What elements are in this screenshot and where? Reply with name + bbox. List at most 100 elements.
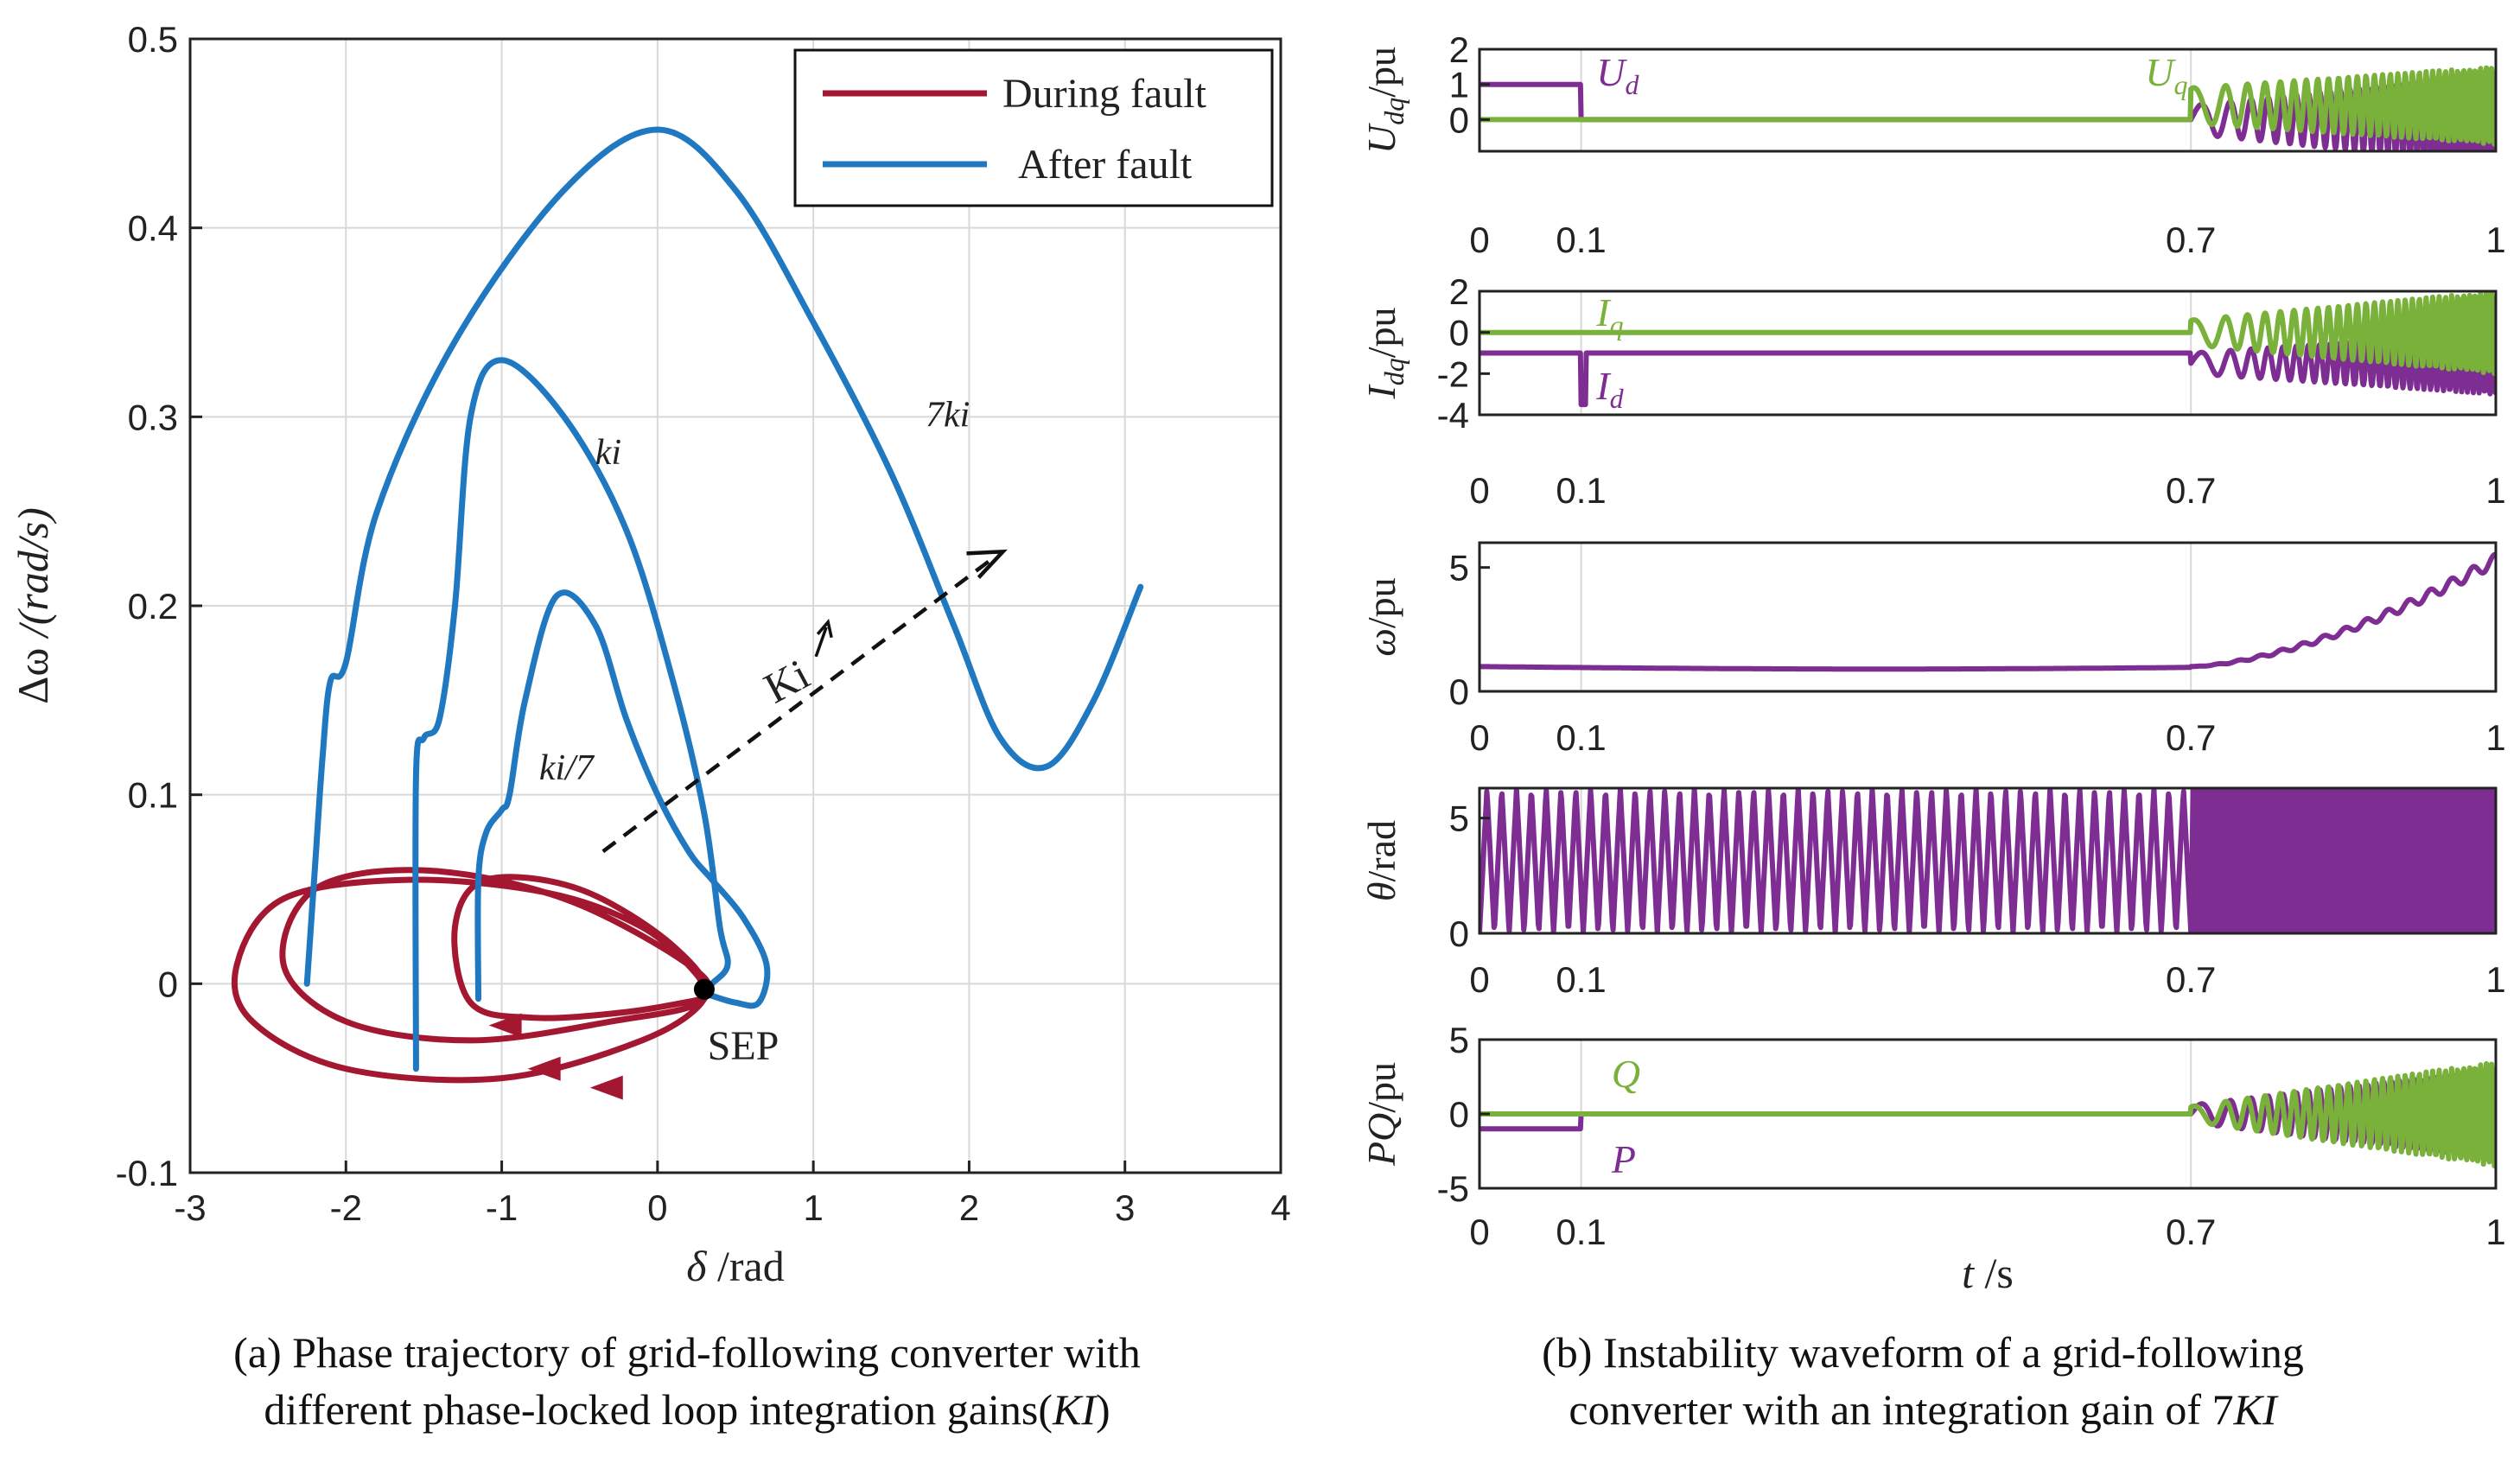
chart-b-xtick-label: 0 — [1469, 470, 1489, 511]
chart-a-sep-point — [693, 978, 715, 1000]
chart-a-label-ki7: ki/7 — [539, 748, 595, 788]
chart-b-axes-box — [1478, 786, 2498, 935]
chart-a-ki-arrowhead — [966, 549, 1008, 579]
chart-a-ki-up-arrowhead — [816, 619, 833, 639]
chart-b-xtick-label: 1 — [2485, 470, 2505, 511]
chart-a-legend-box — [793, 48, 1274, 207]
chart-b-series-label: Uq — [2145, 50, 2187, 100]
chart-b-xtick-label: 0 — [1469, 959, 1489, 1000]
chart-a-legend-label: During fault — [1002, 71, 1207, 117]
chart-b-xtick-label: 0.1 — [1556, 1212, 1606, 1252]
chart-b-ytick-label: 0 — [1449, 913, 1469, 954]
chart-a-ylabel: Δω /(rad/s) — [9, 507, 57, 704]
chart-a-series-line-3 — [303, 126, 1144, 987]
chart-b-xtick-label: 1 — [2485, 959, 2505, 1000]
chart-b-xtick-label: 0.7 — [2166, 717, 2216, 758]
chart-b-xtick-label: 0.1 — [1556, 717, 1606, 758]
chart-b-series-group — [1480, 291, 2496, 408]
chart-a-xtick-label: 0 — [647, 1187, 667, 1228]
chart-b-ylabel: Idq/pu — [1359, 307, 1410, 399]
chart-b-ytick-label: 2 — [1449, 29, 1469, 70]
chart-a-ytick-label: 0.1 — [128, 775, 178, 816]
chart-b-xlabel: t /s — [1962, 1249, 2014, 1297]
chart-b-series-label: Ud — [1596, 50, 1639, 100]
chart-a-ytick-label: -0.1 — [116, 1153, 178, 1193]
chart-b-ytick-label: 0 — [1449, 313, 1469, 353]
chart-b-xtick-label: 0 — [1469, 1212, 1489, 1252]
chart-a-series — [231, 126, 1144, 1100]
chart-b-series-label: Iq — [1595, 290, 1623, 340]
chart-b-xtick-label: 0 — [1469, 717, 1489, 758]
chart-b-series-label: P — [1611, 1137, 1636, 1181]
chart-a-ki-up-arrow — [814, 627, 828, 658]
chart-a-xtick-label: 2 — [959, 1187, 979, 1228]
chart-b-xtick-label: 1 — [2485, 717, 2505, 758]
chart-a-label-7ki: 7ki — [926, 395, 970, 435]
chart-a-ki-dashed-arrow — [601, 557, 994, 854]
chart-b-ytick-label: -5 — [1437, 1168, 1469, 1209]
chart-a-fault-arrowhead — [488, 1013, 522, 1038]
chart-b-series-theta — [1480, 788, 2496, 933]
chart-b-ytick-label: 5 — [1449, 548, 1469, 589]
chart-a-series-line-1 — [474, 589, 771, 1009]
chart-a-tick-labels: -3 -2 -1 0 1 2 3 4 -0.1 0 0.1 0.2 0.3 0.4 0.5 — [116, 19, 1291, 1228]
chart-a-fault-arrowhead — [527, 1056, 561, 1081]
chart-a-xtick-label: 4 — [1270, 1187, 1290, 1228]
chart-b-xtick-label: 0.1 — [1556, 470, 1606, 511]
chart-a-ytick-label: 0 — [158, 964, 178, 1004]
chart-b-ytick-label: 5 — [1449, 1020, 1469, 1060]
chart-b-ytick-label: -4 — [1437, 395, 1469, 436]
chart-b-subplot-3: 0 5 0 0.1 0.7 1 θ/rad — [1359, 786, 2506, 1000]
caption-a-line1: (a) Phase trajectory of grid-following c… — [233, 1328, 1141, 1377]
chart-a-legend: During fault After fault — [793, 48, 1274, 207]
chart-b-series-omega — [1480, 551, 2496, 672]
chart-b-xtick-label: 0.1 — [1556, 220, 1606, 260]
chart-b-xtick-label: 0 — [1469, 220, 1489, 260]
chart-b-series-Id — [1480, 330, 2496, 408]
phase-trajectory-chart: -3 -2 -1 0 1 2 3 4 -0.1 0 0.1 0.2 0.3 0.4 0.5 SEP ki ki/… — [9, 19, 1291, 1290]
chart-a-legend-label: After fault — [1018, 142, 1193, 188]
chart-b-series-Iq — [1480, 291, 2496, 377]
chart-a-series-line-2 — [412, 357, 731, 1072]
chart-b-ytick-label: 0 — [1449, 671, 1469, 712]
chart-a-ytick-label: 0.5 — [128, 19, 178, 60]
chart-a-ytick-label: 0.3 — [128, 397, 178, 437]
caption-a-line2: different phase-locked loop integration … — [264, 1385, 1110, 1434]
chart-a-xtick-label: 3 — [1115, 1187, 1135, 1228]
chart-b-series-Q — [1480, 1061, 2496, 1168]
chart-b-ylabel: θ/rad — [1359, 820, 1403, 901]
chart-b-axes-box — [1478, 541, 2498, 693]
chart-b-ytick-label: -2 — [1437, 353, 1469, 394]
chart-b-ylabel: Udq/pu — [1359, 47, 1410, 154]
chart-b-xtick-label: 1 — [2485, 1212, 2505, 1252]
chart-b-series-group — [1480, 551, 2496, 672]
chart-b-ytick-label: 1 — [1449, 65, 1469, 105]
chart-b-ytick-label: 0 — [1449, 99, 1469, 140]
caption-b-line1: (b) Instability waveform of a grid-follo… — [1542, 1328, 2304, 1377]
chart-b-ytick-label: 5 — [1449, 798, 1469, 839]
chart-a-xtick-label: -3 — [174, 1187, 206, 1228]
chart-b-series-label: Q — [1612, 1052, 1640, 1096]
chart-b-ytick-label: 0 — [1449, 1094, 1469, 1135]
chart-b-ylabel: ω/pu — [1359, 577, 1403, 656]
chart-a-xtick-label: 1 — [803, 1187, 823, 1228]
chart-b-xtick-label: 0.7 — [2166, 220, 2216, 260]
chart-b-series-group — [1480, 788, 2496, 933]
chart-b-xtick-label: 0.7 — [2166, 959, 2216, 1000]
chart-a-xlabel: δ /rad — [686, 1242, 784, 1290]
chart-b-axes-box — [1478, 289, 2498, 417]
caption-b-line2: converter with an integration gain of 7K… — [1569, 1385, 2279, 1434]
chart-a-ytick-label: 0.2 — [128, 586, 178, 627]
chart-b-xtick-label: 0.7 — [2166, 1212, 2216, 1252]
chart-a-fault-arrowhead — [589, 1075, 623, 1100]
chart-b-ylabel: PQ/pu — [1359, 1062, 1403, 1167]
chart-b-series-group — [1480, 1061, 2496, 1168]
chart-a-xtick-label: -2 — [330, 1187, 362, 1228]
chart-a-label-Ki: Ki — [756, 650, 817, 713]
chart-a-xtick-label: -1 — [486, 1187, 518, 1228]
chart-b-series-group — [1480, 65, 2496, 151]
chart-a-annotations: SEP ki ki/7 7ki Ki — [539, 395, 1008, 1069]
